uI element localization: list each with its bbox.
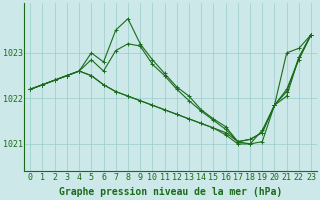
X-axis label: Graphe pression niveau de la mer (hPa): Graphe pression niveau de la mer (hPa) bbox=[59, 187, 282, 197]
